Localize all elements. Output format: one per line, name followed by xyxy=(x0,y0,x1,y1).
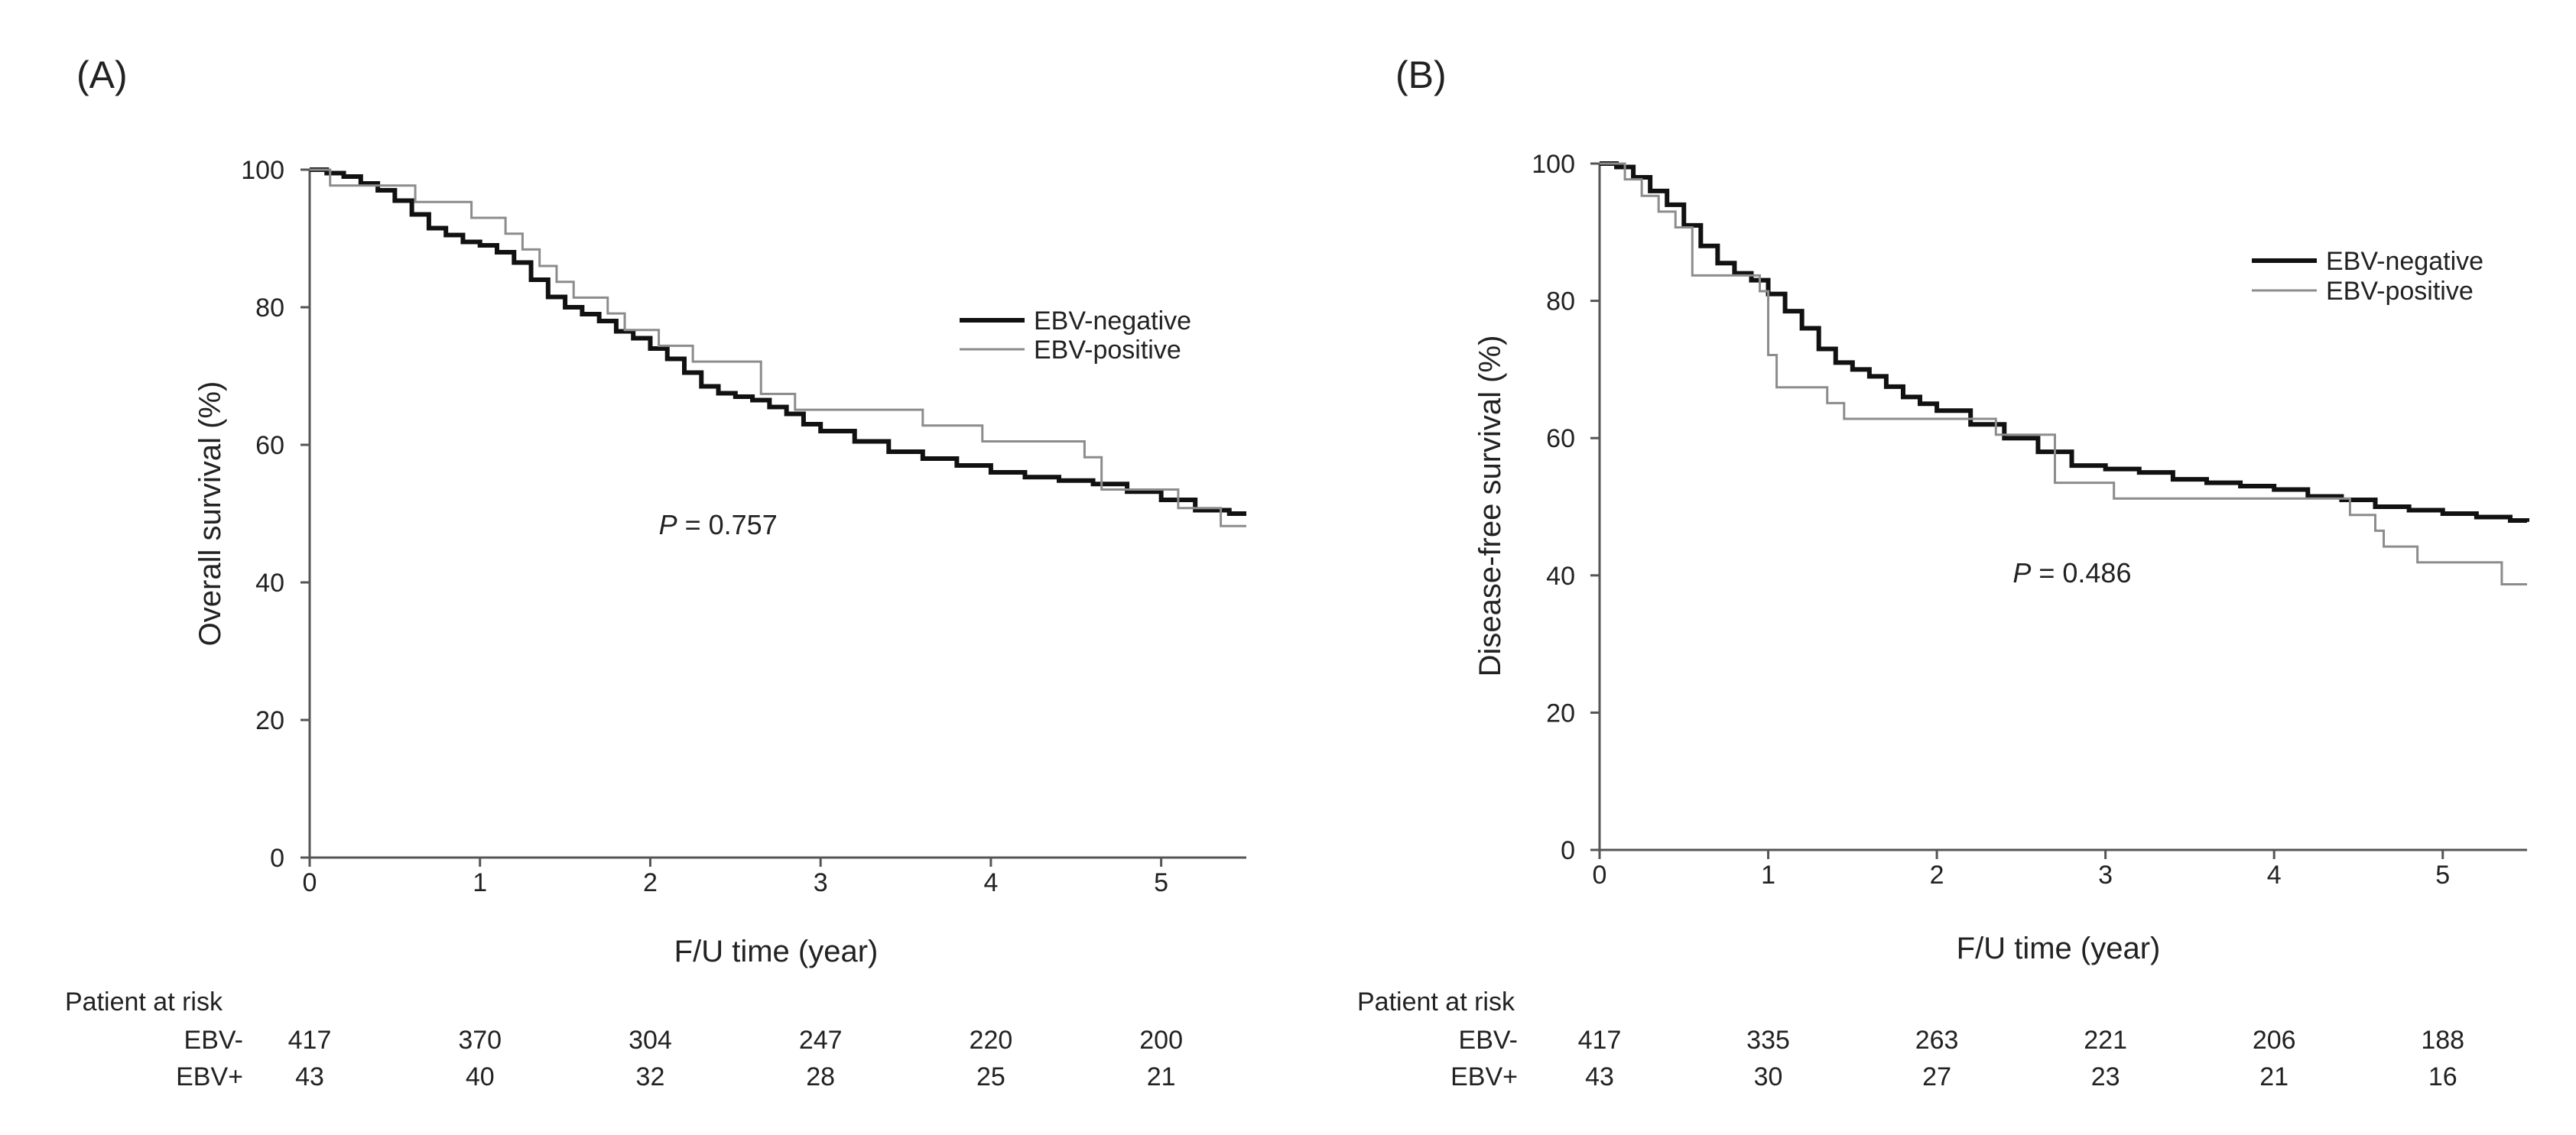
panel-b-p-symbol: P xyxy=(2012,557,2031,589)
panel-a-risk-value: 247 xyxy=(799,1026,843,1055)
panel-a-x-tick-label: 4 xyxy=(983,868,998,897)
panel-a-risk-row-label-ebv-neg: EBV- xyxy=(184,1026,243,1055)
panel-a-x-tick-label: 5 xyxy=(1154,868,1168,897)
panel-b-risk-row-label-ebv-neg: EBV- xyxy=(1459,1026,1518,1055)
panel-b-legend-ebv-negative-label: EBV-negative xyxy=(2326,247,2483,276)
panel-b-x-tick-labels: 0 1 2 3 4 5 xyxy=(1593,861,2451,890)
panel-a-x-tick-label: 0 xyxy=(303,868,317,897)
panel-b-p-value: P = 0.486 xyxy=(2012,557,2131,589)
panel-b-risk-value: 30 xyxy=(1754,1062,1783,1091)
panel-b-risk-value: 27 xyxy=(1922,1062,1951,1091)
panel-a-y-tick-label: 0 xyxy=(270,844,284,873)
panel-a-p-value-text: = 0.757 xyxy=(677,509,778,540)
panel-b-risk-table: Patient at risk EBV- EBV+ 417 335 263 22… xyxy=(1357,987,2464,1091)
panel-a: (A) 0 20 40 60 80 100 0 xyxy=(65,54,1246,1091)
panel-b-y-tick-label: 0 xyxy=(1561,836,1575,865)
panel-b: (B) 0 20 40 60 80 100 0 xyxy=(1357,54,2529,1091)
panel-b-risk-value: 417 xyxy=(1578,1026,1622,1055)
panel-a-y-tick-label: 60 xyxy=(255,431,284,460)
panel-a-x-tick-labels: 0 1 2 3 4 5 xyxy=(303,868,1169,897)
panel-b-y-axis-title: Disease-free survival (%) xyxy=(1473,336,1507,677)
panel-b-y-tick-label: 60 xyxy=(1546,424,1575,453)
panel-b-risk-value: 43 xyxy=(1585,1062,1614,1091)
panel-a-risk-table: Patient at risk EBV- EBV+ 417 370 304 24… xyxy=(65,987,1183,1091)
panel-b-y-tick-label: 80 xyxy=(1546,287,1575,316)
panel-b-series-ebv-positive-curve xyxy=(1600,162,2527,585)
panel-a-x-tick-label: 2 xyxy=(643,868,658,897)
panel-a-risk-row-label-ebv-pos: EBV+ xyxy=(176,1062,243,1091)
panel-b-risk-value: 263 xyxy=(1915,1026,1959,1055)
panel-a-x-axis-title: F/U time (year) xyxy=(674,935,879,968)
panel-a-y-tick-labels: 0 20 40 60 80 100 xyxy=(241,156,284,873)
panel-a-legend-ebv-negative-label: EBV-negative xyxy=(1034,306,1191,336)
panel-b-label: (B) xyxy=(1395,54,1447,96)
panel-a-risk-value: 43 xyxy=(295,1062,324,1091)
panel-b-p-value-text: = 0.486 xyxy=(2031,557,2131,589)
panel-a-series-ebv-positive-curve xyxy=(310,168,1246,527)
panel-b-x-tick-label: 3 xyxy=(2098,861,2113,890)
panel-a-y-axis-title: Overall survival (%) xyxy=(193,381,227,647)
panel-b-risk-value: 335 xyxy=(1746,1026,1790,1055)
panel-b-legend: EBV-negative EBV-positive xyxy=(2252,247,2483,306)
panel-b-risk-title: Patient at risk xyxy=(1357,987,1515,1017)
panel-b-risk-value: 188 xyxy=(2421,1026,2464,1055)
panel-b-y-tick-labels: 0 20 40 60 80 100 xyxy=(1532,150,1575,865)
panel-b-risk-value: 21 xyxy=(2259,1062,2289,1091)
panel-a-risk-value: 28 xyxy=(806,1062,835,1091)
panel-b-series-ebv-negative-curve xyxy=(1600,161,2529,523)
panel-a-x-tick-label: 3 xyxy=(814,868,828,897)
panel-a-label: (A) xyxy=(76,54,128,96)
panel-a-risk-value: 417 xyxy=(288,1026,332,1055)
panel-a-risk-value: 200 xyxy=(1139,1026,1183,1055)
panel-a-risk-value: 370 xyxy=(458,1026,502,1055)
panel-b-y-tick-label: 40 xyxy=(1546,562,1575,591)
panel-b-y-tick-label: 100 xyxy=(1532,150,1575,179)
panel-a-y-tick-label: 40 xyxy=(255,569,284,598)
panel-a-y-tick-label: 100 xyxy=(241,156,284,185)
panel-b-y-tick-label: 20 xyxy=(1546,699,1575,728)
panel-b-risk-value: 23 xyxy=(2091,1062,2120,1091)
panel-a-risk-value: 220 xyxy=(970,1026,1013,1055)
panel-a-p-symbol: P xyxy=(659,509,677,540)
panel-b-x-tick-label: 4 xyxy=(2267,861,2282,890)
panel-a-risk-title: Patient at risk xyxy=(65,987,223,1017)
panel-b-x-tick-label: 1 xyxy=(1761,861,1775,890)
panel-a-risk-value: 21 xyxy=(1147,1062,1176,1091)
panel-b-risk-row-label-ebv-pos: EBV+ xyxy=(1450,1062,1518,1091)
panel-b-y-ticks xyxy=(1590,162,1600,851)
panel-a-x-tick-label: 1 xyxy=(473,868,487,897)
panel-a-risk-value: 40 xyxy=(466,1062,495,1091)
panel-b-x-ticks xyxy=(1598,850,2444,859)
panel-b-x-tick-label: 0 xyxy=(1593,861,1607,890)
panel-b-x-tick-label: 2 xyxy=(1930,861,1944,890)
panel-a-y-ticks xyxy=(300,168,310,859)
panel-a-y-tick-label: 20 xyxy=(255,706,284,735)
panel-a-x-ticks xyxy=(308,858,1163,867)
panel-b-x-axis-title: F/U time (year) xyxy=(1957,932,2161,965)
panel-b-risk-value: 206 xyxy=(2253,1026,2296,1055)
panel-b-risk-value: 221 xyxy=(2084,1026,2127,1055)
panel-a-legend: EBV-negative EBV-positive xyxy=(960,306,1191,365)
panel-a-p-value: P = 0.757 xyxy=(659,509,778,540)
panel-b-x-tick-label: 5 xyxy=(2435,861,2450,890)
panel-b-risk-value: 16 xyxy=(2428,1062,2457,1091)
panel-a-legend-ebv-positive-label: EBV-positive xyxy=(1034,336,1181,365)
panel-b-legend-ebv-positive-label: EBV-positive xyxy=(2326,277,2474,306)
panel-a-risk-value: 304 xyxy=(629,1026,672,1055)
panel-a-series-ebv-negative-curve xyxy=(310,167,1246,516)
panel-a-risk-value: 25 xyxy=(976,1062,1005,1091)
panel-a-risk-value: 32 xyxy=(636,1062,665,1091)
panel-a-y-tick-label: 80 xyxy=(255,293,284,323)
